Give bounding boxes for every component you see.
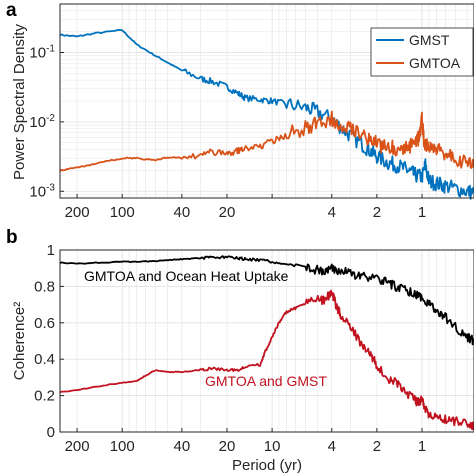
y-tick-label: 10-2: [29, 113, 55, 131]
annotation-gmtoa-ocean-heat-uptake: GMTOA and Ocean Heat Uptake: [84, 268, 289, 284]
series-line-gmtoa: [59, 110, 474, 172]
panel-a-ylabel: Power Spectral Density: [11, 24, 28, 180]
panel-b-frame: [59, 249, 474, 433]
series-line-gmtoa-and-ocean-heat-uptake: [59, 255, 474, 346]
panel-a-series: [59, 29, 474, 200]
x-tick-label: 40: [174, 204, 191, 221]
legend-label-gmst: GMST: [409, 32, 450, 48]
y-tick-label: 0.4: [34, 351, 55, 368]
panel-a-grid: [60, 3, 474, 199]
y-tick-label: 1: [47, 242, 55, 259]
x-tick-label: 2: [373, 204, 381, 221]
legend-label-gmtoa: GMTOA: [409, 55, 461, 71]
x-tick-label: 20: [219, 438, 236, 455]
x-tick-label: 1: [418, 438, 426, 455]
y-tick-label: 0: [47, 424, 55, 441]
x-tick-label: 40: [174, 438, 191, 455]
panel-b-series: [59, 255, 474, 431]
x-tick-label: 2: [373, 438, 381, 455]
y-tick-label: 0.2: [34, 388, 55, 405]
x-tick-label: 10: [264, 438, 281, 455]
panel-b-label: b: [6, 227, 18, 248]
x-tick-label: 4: [328, 438, 336, 455]
panel-b-ylabel: Coherence²: [11, 302, 28, 380]
annotation-gmtoa-gmst: GMTOA and GMST: [205, 373, 327, 389]
panel-b: b 200 100 40 20 10 4 2 100.20.40.60.81 Coherenc…: [6, 227, 474, 474]
x-tick-label: 200: [65, 438, 90, 455]
x-tick-label: 1: [418, 204, 426, 221]
panel-b-xlabel: Period (yr): [232, 457, 302, 474]
panel-a-frame: [59, 3, 474, 199]
panel-a-label: a: [6, 0, 17, 21]
x-tick-label: 20: [219, 204, 236, 221]
panel-a: a 200 100 40 20 4 2 1 10-3 10-2 10-1 Power Spectr…: [6, 0, 474, 221]
x-tick-label: 200: [65, 204, 90, 221]
panel-a-ticks: 200 100 40 20 4 2 1 10-3 10-2 10-1: [29, 44, 426, 222]
x-tick-label: 100: [110, 204, 135, 221]
y-tick-label: 10-1: [29, 44, 55, 62]
y-tick-label: 0.8: [34, 278, 55, 295]
series-line-gmtoa-and-gmst: [59, 289, 474, 431]
x-tick-label: 4: [328, 204, 336, 221]
x-tick-label: 100: [110, 438, 135, 455]
panel-b-ticks: 200 100 40 20 10 4 2 100.20.40.60.81: [34, 242, 426, 455]
panel-a-legend: GMST GMTOA: [370, 27, 474, 77]
legend-box: [370, 27, 474, 77]
y-tick-label: 10-3: [29, 182, 55, 200]
y-tick-label: 0.6: [34, 315, 55, 332]
